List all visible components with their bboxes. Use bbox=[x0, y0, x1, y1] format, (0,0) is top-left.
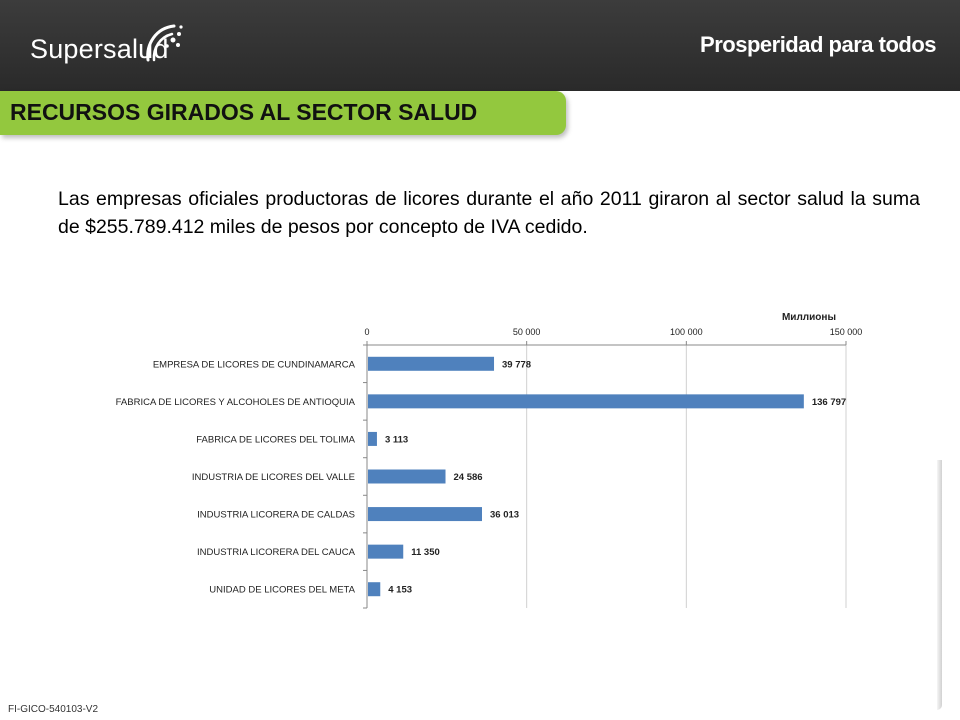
bar bbox=[368, 394, 804, 409]
category-label: INDUSTRIA LICORERA DE CALDAS bbox=[197, 510, 355, 521]
category-label: UNIDAD DE LICORES DEL META bbox=[209, 585, 355, 596]
x-tick-label: 0 bbox=[364, 327, 369, 337]
header-bar: Supersalud Prosperidad para todos bbox=[0, 0, 960, 91]
bar bbox=[368, 582, 381, 597]
x-tick-label: 50 000 bbox=[513, 327, 541, 337]
unit-label: Миллионы bbox=[782, 312, 836, 323]
intro-paragraph: Las empresas oficiales productoras de li… bbox=[58, 187, 920, 238]
supersalud-logo-icon bbox=[146, 24, 183, 62]
bar bbox=[368, 469, 446, 484]
category-label: INDUSTRIA DE LICORES DEL VALLE bbox=[192, 472, 355, 483]
data-label: 36 013 bbox=[490, 510, 519, 521]
brand-logo-text: Supersalud bbox=[30, 34, 169, 64]
bar-chart: Миллионы 0 50 000 100 000 150 000 EMPRESA DE … bbox=[116, 312, 863, 609]
page-edge-shadow bbox=[937, 460, 942, 710]
category-label: FABRICA DE LICORES Y ALCOHOLES DE ANTIOQ… bbox=[116, 397, 356, 408]
document-code: FI-GICO-540103-V2 bbox=[8, 704, 99, 715]
x-tick-label: 150 000 bbox=[830, 327, 863, 337]
slogan-text: Prosperidad para todos bbox=[700, 32, 936, 57]
bar bbox=[368, 356, 495, 371]
bar bbox=[368, 544, 404, 559]
category-label: FABRICA DE LICORES DEL TOLIMA bbox=[196, 434, 355, 445]
data-label: 3 113 bbox=[385, 434, 408, 445]
x-tick-label: 100 000 bbox=[670, 327, 703, 337]
data-label: 39 778 bbox=[502, 359, 531, 370]
data-label: 4 153 bbox=[388, 585, 412, 596]
data-label: 136 797 bbox=[812, 397, 846, 408]
data-label: 24 586 bbox=[454, 472, 483, 483]
bar bbox=[368, 431, 377, 446]
bar bbox=[368, 507, 483, 522]
title-banner: RECURSOS GIRADOS AL SECTOR SALUD bbox=[0, 91, 566, 135]
page-title: RECURSOS GIRADOS AL SECTOR SALUD bbox=[10, 99, 478, 125]
data-label: 11 350 bbox=[411, 547, 440, 558]
category-label: INDUSTRIA LICORERA DEL CAUCA bbox=[197, 547, 356, 558]
category-label: EMPRESA DE LICORES DE CUNDINAMARCA bbox=[153, 359, 356, 370]
